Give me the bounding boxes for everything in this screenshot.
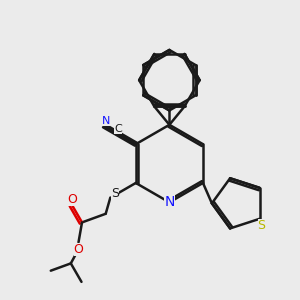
Text: N: N <box>164 195 175 209</box>
Text: S: S <box>257 219 266 232</box>
Text: O: O <box>74 243 83 256</box>
Text: O: O <box>67 193 77 206</box>
Text: N: N <box>102 116 110 126</box>
Text: C: C <box>115 124 122 134</box>
Text: S: S <box>111 187 119 200</box>
